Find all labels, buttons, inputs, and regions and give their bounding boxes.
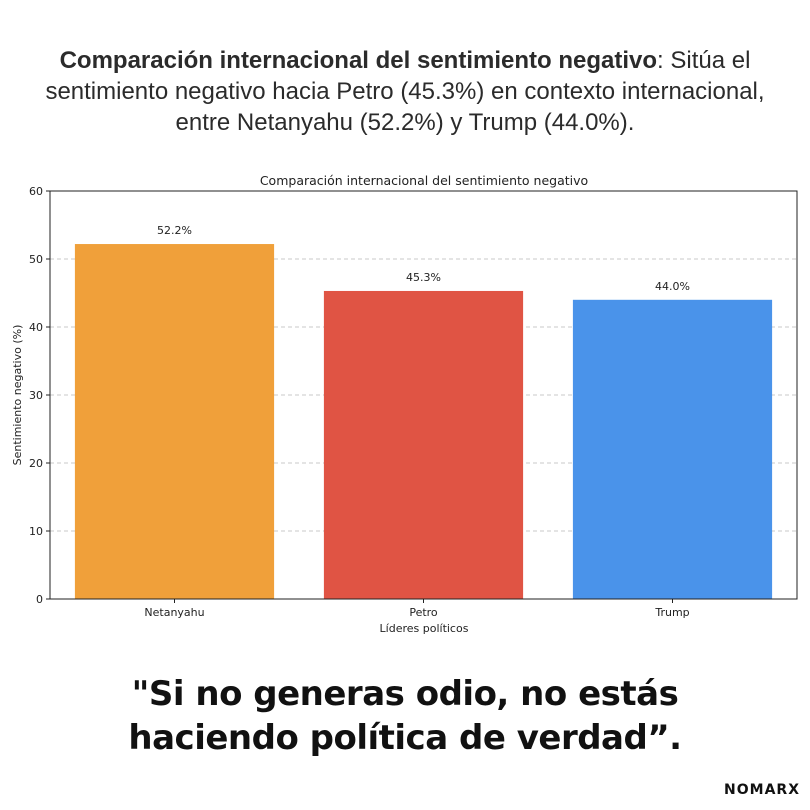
y-tick-label: 60 — [29, 185, 43, 198]
value-label: 44.0% — [655, 280, 690, 293]
bar-chart: Comparación internacional del sentimient… — [11, 173, 798, 635]
x-tick-label: Petro — [409, 606, 438, 619]
y-axis-label: Sentimiento negativo (%) — [11, 325, 24, 466]
x-axis-ticks: Netanyahu Petro Trump — [144, 599, 690, 619]
y-tick-label: 40 — [29, 321, 43, 334]
y-tick-label: 30 — [29, 389, 43, 402]
y-tick-label: 0 — [36, 593, 43, 606]
header-bold-title: Comparación internacional del sentimient… — [59, 47, 658, 74]
header-description: : Sitúa el sentimiento negativo hacia Pe… — [45, 47, 765, 136]
y-axis-ticks: 0 10 20 30 40 50 60 — [29, 185, 50, 606]
y-tick-label: 20 — [29, 457, 43, 470]
bar-petro — [323, 290, 524, 599]
value-labels: 52.2% 45.3% 44.0% — [157, 224, 690, 293]
x-tick-label: Trump — [654, 606, 689, 619]
brand-logo: NOMARX — [724, 782, 800, 798]
value-label: 45.3% — [406, 271, 441, 284]
header-text: Comparación internacional del sentimient… — [30, 45, 780, 138]
bar-netanyahu — [74, 244, 275, 599]
y-tick-label: 50 — [29, 253, 43, 266]
x-tick-label: Netanyahu — [144, 606, 204, 619]
plot-frame — [49, 190, 798, 600]
quote-text: "Si no generas odio, no estás haciendo p… — [128, 674, 682, 758]
chart-title: Comparación internacional del sentimient… — [260, 173, 588, 188]
value-label: 52.2% — [157, 224, 192, 237]
y-tick-label: 10 — [29, 525, 43, 538]
bar-trump — [572, 299, 773, 599]
x-axis-label: Líderes políticos — [380, 622, 469, 635]
bars — [74, 244, 773, 599]
